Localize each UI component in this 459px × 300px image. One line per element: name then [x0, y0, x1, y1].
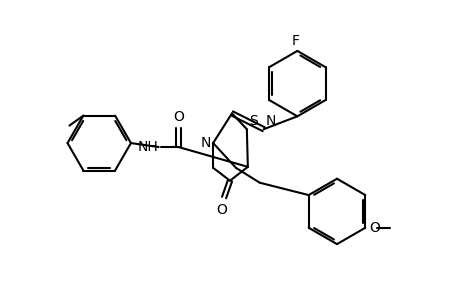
Text: NH: NH	[138, 140, 158, 154]
Text: N: N	[265, 114, 275, 128]
Text: S: S	[248, 114, 257, 128]
Text: O: O	[173, 110, 184, 124]
Text: O: O	[369, 221, 379, 235]
Text: O: O	[216, 202, 227, 217]
Text: N: N	[201, 136, 211, 150]
Text: F: F	[291, 34, 299, 48]
